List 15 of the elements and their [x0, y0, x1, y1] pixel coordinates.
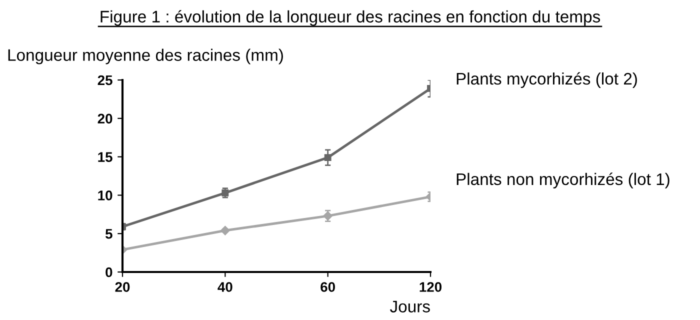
y-axis-title: Longueur moyenne des racines (mm) — [8, 48, 283, 64]
y-tick-label: 10 — [98, 190, 112, 200]
series-label: Plants mycorhizés (lot 2) — [456, 72, 637, 88]
x-tick-label: 120 — [420, 282, 442, 292]
series-label: Plants non mycorhizés (lot 1) — [456, 172, 670, 188]
y-tick-label: 0 — [106, 267, 112, 278]
chart-title: Figure 1 : évolution de la longueur des racines en fonction du temps — [100, 10, 600, 26]
x-tick-label: 20 — [115, 282, 130, 292]
x-tick-label: 60 — [320, 282, 335, 292]
y-tick-label: 15 — [98, 152, 112, 162]
y-tick-label: 25 — [98, 75, 112, 86]
x-axis-title: Jours — [390, 300, 430, 312]
y-tick-label: 5 — [105, 229, 112, 239]
y-tick-label: 20 — [98, 114, 112, 124]
x-tick-label: 40 — [218, 282, 232, 292]
